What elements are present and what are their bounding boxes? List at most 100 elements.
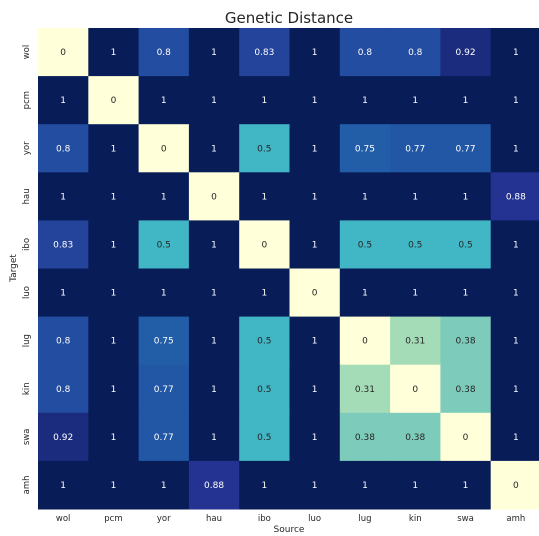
heatmap-cell-lug-hau [188, 316, 240, 366]
heatmap-cell-luo-lug [339, 268, 391, 318]
heatmap-cell-kin-hau [188, 364, 240, 414]
heatmap-cell-luo-ibo [239, 268, 290, 318]
cell-value-label: 1 [312, 240, 318, 250]
heatmap-cell-hau-yor [138, 172, 190, 221]
x-tick-label-ibo: ibo [258, 514, 271, 524]
heatmap-cell-kin-luo [289, 364, 341, 414]
heatmap-cell-ibo-swa [440, 220, 492, 269]
heatmap-cell-yor-pcm [88, 124, 140, 173]
x-tick-label-wol: wol [56, 514, 71, 524]
cell-value-label: 0.38 [405, 433, 425, 443]
heatmap-cell-kin-lug [339, 364, 391, 414]
x-tick-label-yor: yor [157, 514, 171, 524]
cell-value-label: 1 [111, 192, 117, 202]
heatmap-cell-wol-hau [188, 28, 240, 77]
cell-value-label: 1 [513, 48, 519, 58]
heatmap-cell-swa-kin [390, 412, 441, 462]
heatmap-cell-pcm-luo [289, 76, 341, 125]
y-tick-label-amh: amh [22, 476, 32, 495]
heatmap-cell-wol-yor [138, 28, 190, 77]
heatmap-cell-amh-lug [339, 460, 391, 510]
cell-value-label: 0.88 [506, 192, 526, 202]
cell-value-label: 0.8 [157, 48, 172, 58]
heatmap-cell-yor-wol [38, 124, 89, 173]
heatmap-cells: 0 1 0.8 1 0.83 1 0.8 0.8 0.92 1 1 0 1 1 1 1 1 1 1 1 0.8 1 0 1 0.… [38, 28, 539, 510]
heatmap-cell-wol-amh [490, 28, 539, 77]
heatmap-cell-kin-pcm [88, 364, 140, 414]
cell-value-label: 1 [513, 385, 519, 395]
heatmap-cell-pcm-pcm [88, 76, 140, 125]
y-tick-label-hau: hau [22, 188, 32, 204]
cell-value-label: 1 [111, 240, 117, 250]
heatmap-cell-kin-swa [440, 364, 492, 414]
heatmap-cell-kin-yor [138, 364, 190, 414]
y-tick-labels: wol pcm yor hau ibo luo lug kin swa amh [22, 45, 32, 495]
cell-value-label: 1 [60, 289, 66, 299]
cell-value-label: 0 [312, 289, 318, 299]
cell-value-label: 0.5 [458, 240, 472, 250]
heatmap-cell-amh-hau [188, 460, 240, 510]
heatmap-cell-swa-luo [289, 412, 341, 462]
x-tick-label-kin: kin [409, 514, 422, 524]
heatmap-cell-hau-swa [440, 172, 492, 221]
heatmap-cell-amh-amh [490, 460, 539, 510]
cell-value-label: 0 [60, 48, 66, 58]
heatmap-cell-luo-swa [440, 268, 492, 318]
cell-value-label: 1 [111, 337, 117, 347]
cell-value-label: 1 [312, 192, 318, 202]
heatmap-cell-ibo-lug [339, 220, 391, 269]
heatmap-cell-lug-yor [138, 316, 190, 366]
cell-value-label: 1 [362, 192, 368, 202]
heatmap-cell-luo-wol [38, 268, 89, 318]
cell-value-label: 0.8 [56, 337, 71, 347]
heatmap-cell-yor-yor [138, 124, 190, 173]
cell-value-label: 1 [211, 144, 217, 154]
cell-value-label: 0.8 [56, 385, 71, 395]
cell-value-label: 1 [312, 433, 318, 443]
cell-value-label: 1 [261, 289, 267, 299]
cell-value-label: 1 [211, 48, 217, 58]
heatmap-cell-hau-ibo [239, 172, 290, 221]
heatmap-cell-yor-ibo [239, 124, 290, 173]
cell-value-label: 1 [211, 433, 217, 443]
cell-value-label: 0.92 [53, 433, 73, 443]
cell-value-label: 1 [111, 289, 117, 299]
heatmap-cell-swa-swa [440, 412, 492, 462]
heatmap-cell-ibo-wol [38, 220, 89, 269]
cell-value-label: 0.77 [154, 433, 174, 443]
heatmap-cell-luo-kin [390, 268, 441, 318]
heatmap-cell-lug-amh [490, 316, 539, 366]
y-tick-label-yor: yor [22, 141, 32, 155]
cell-value-label: 1 [261, 481, 267, 491]
cell-value-label: 1 [111, 385, 117, 395]
heatmap-cell-luo-yor [138, 268, 190, 318]
cell-value-label: 1 [362, 289, 368, 299]
cell-value-label: 0.92 [456, 48, 476, 58]
cell-value-label: 1 [161, 96, 167, 106]
heatmap-cell-ibo-pcm [88, 220, 140, 269]
cell-value-label: 1 [211, 385, 217, 395]
cell-value-label: 0.77 [456, 144, 476, 154]
cell-value-label: 0.77 [405, 144, 425, 154]
cell-value-label: 1 [312, 144, 318, 154]
heatmap-cell-hau-amh [490, 172, 539, 221]
heatmap-cell-amh-wol [38, 460, 89, 510]
cell-value-label: 0 [513, 481, 519, 491]
cell-value-label: 1 [412, 96, 418, 106]
cell-value-label: 0.5 [257, 433, 271, 443]
heatmap-cell-kin-kin [390, 364, 441, 414]
heatmap-cell-ibo-ibo [239, 220, 290, 269]
heatmap-cell-amh-swa [440, 460, 492, 510]
heatmap-cell-wol-wol [38, 28, 89, 77]
cell-value-label: 0.8 [408, 48, 423, 58]
y-tick-label-swa: swa [22, 429, 32, 446]
cell-value-label: 0.38 [456, 337, 476, 347]
cell-value-label: 0 [412, 385, 418, 395]
heatmap-cell-lug-wol [38, 316, 89, 366]
cell-value-label: 0.75 [355, 144, 375, 154]
cell-value-label: 0.38 [355, 433, 375, 443]
x-tick-label-pcm: pcm [104, 514, 122, 524]
cell-value-label: 1 [261, 96, 267, 106]
heatmap-cell-wol-luo [289, 28, 341, 77]
heatmap-cell-lug-swa [440, 316, 492, 366]
